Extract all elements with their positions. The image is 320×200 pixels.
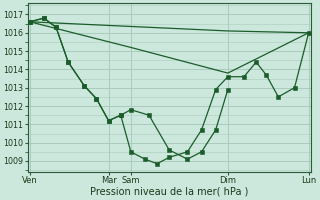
X-axis label: Pression niveau de la mer( hPa ): Pression niveau de la mer( hPa ) — [90, 187, 248, 197]
